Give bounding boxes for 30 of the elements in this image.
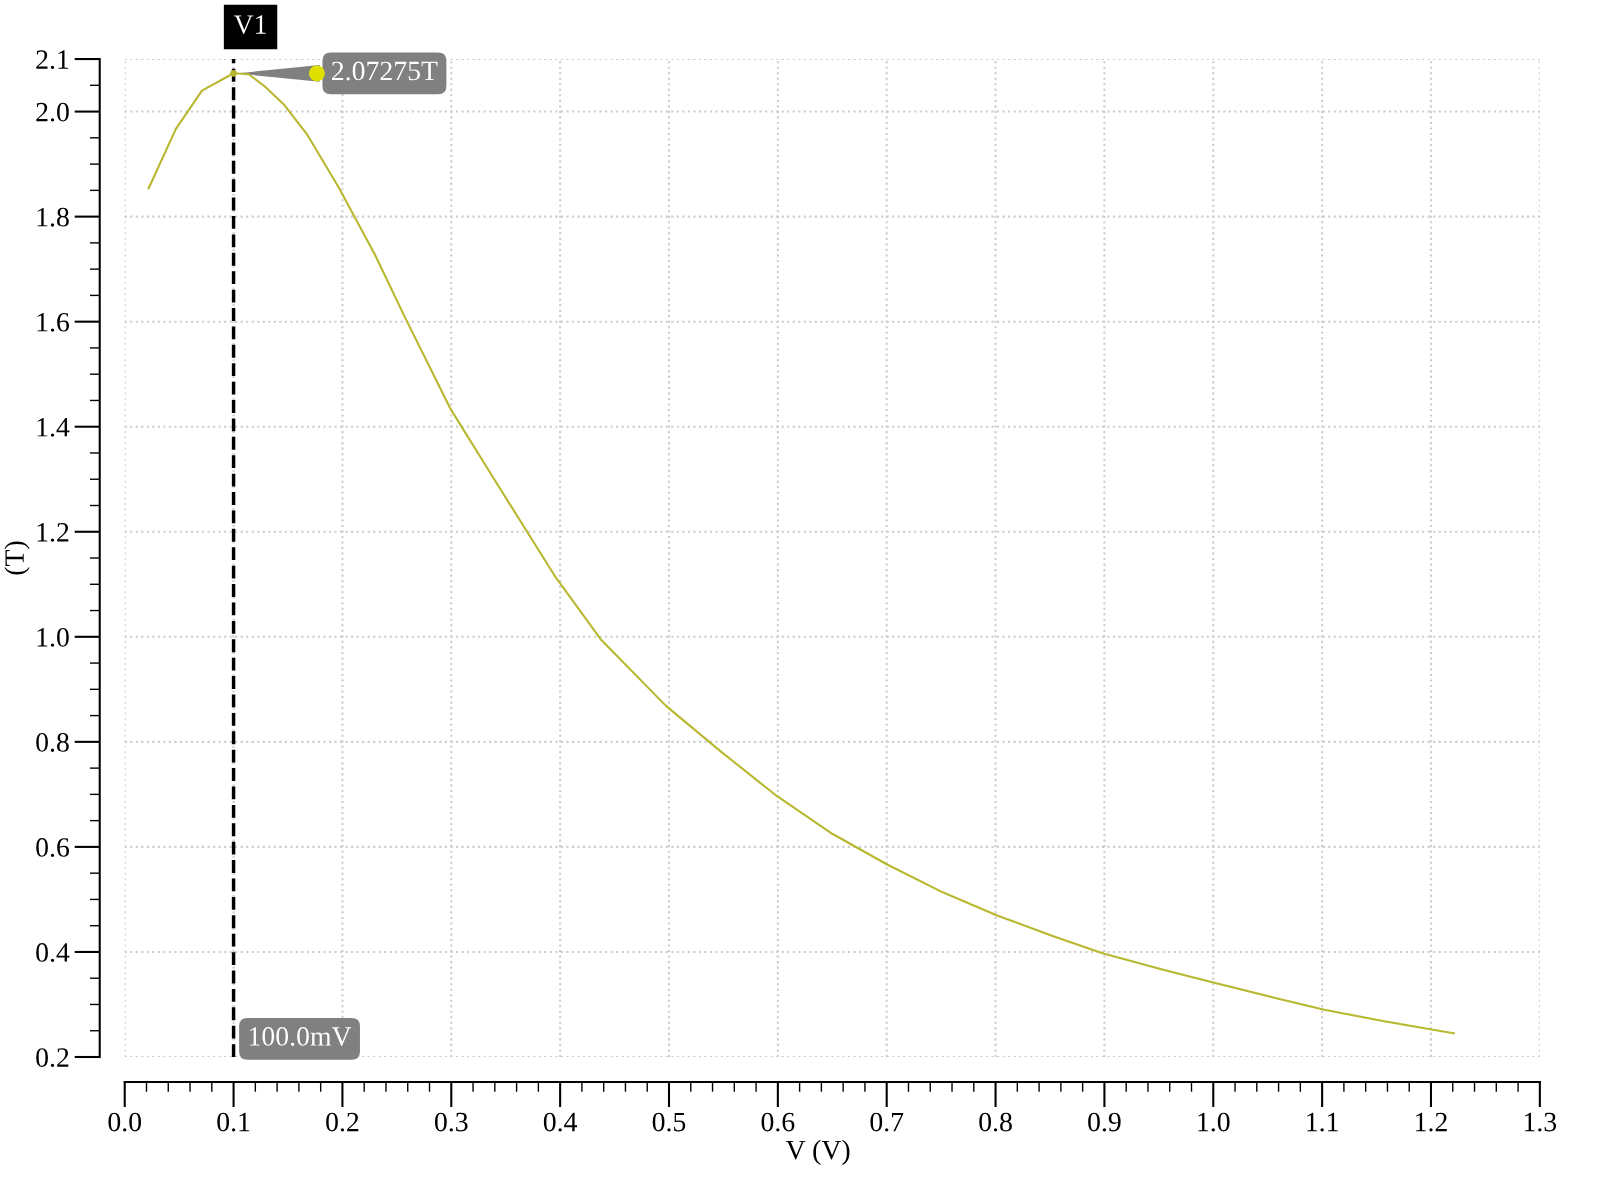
x-tick-label: 0.2	[326, 1112, 359, 1132]
y-tick-label: 1.2	[37, 523, 69, 542]
x-tick-label: 1.0	[1198, 1112, 1230, 1132]
x-tick-label: 1.1	[1307, 1112, 1338, 1132]
x-tick-label: 0.9	[1088, 1112, 1121, 1132]
y-tick-label: 2.1	[36, 50, 69, 70]
y-tick-label: 0.4	[36, 943, 70, 962]
x-tick-label: 0.3	[434, 1112, 468, 1132]
y-axis-title: (T)	[4, 541, 30, 575]
x-tick-label: 0.7	[870, 1112, 904, 1132]
x-tick-label: 0.6	[761, 1112, 795, 1132]
annotation: 100.0mV	[249, 1027, 352, 1046]
x-tick-label: 0.4	[543, 1112, 578, 1132]
x-axis-title: V (V)	[785, 1139, 850, 1166]
y-tick-label: 1.8	[37, 207, 69, 227]
y-tick-label: 0.6	[36, 838, 70, 857]
annotation: 2.07275T	[332, 61, 438, 81]
y-tick-label: 0.2	[36, 1048, 69, 1068]
y-tick-label: 0.8	[36, 733, 69, 752]
x-tick-label: 1.2	[1416, 1112, 1447, 1132]
x-tick-label: 0.8	[979, 1112, 1012, 1132]
ref-line-label: V1	[233, 15, 266, 35]
y-tick-label: 2.0	[36, 102, 69, 122]
y-tick-label: 1.6	[37, 312, 70, 332]
y-tick-label: 1.0	[37, 627, 69, 647]
x-tick-label: 1.3	[1524, 1112, 1557, 1132]
x-tick-label: 0.1	[217, 1112, 250, 1132]
y-tick-label: 1.4	[37, 418, 70, 437]
x-tick-label: 0.0	[108, 1112, 142, 1132]
x-tick-label: 0.5	[652, 1112, 686, 1132]
